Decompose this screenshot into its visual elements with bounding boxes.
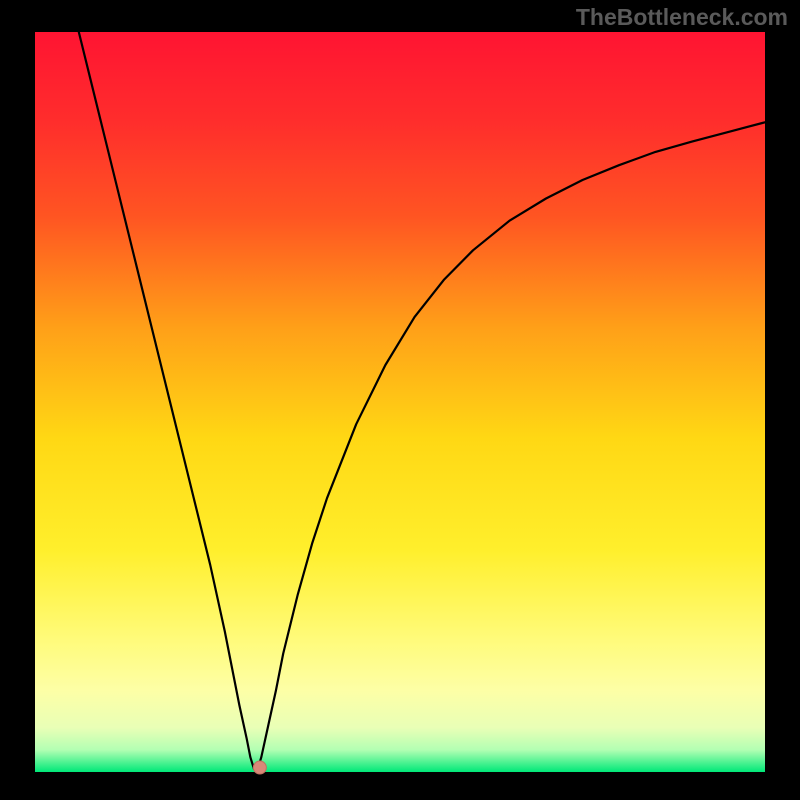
chart-frame: TheBottleneck.com (0, 0, 800, 800)
watermark-text: TheBottleneck.com (576, 4, 788, 31)
plot-background (35, 32, 765, 772)
optimal-point-marker (253, 761, 266, 774)
bottleneck-chart (0, 0, 800, 800)
